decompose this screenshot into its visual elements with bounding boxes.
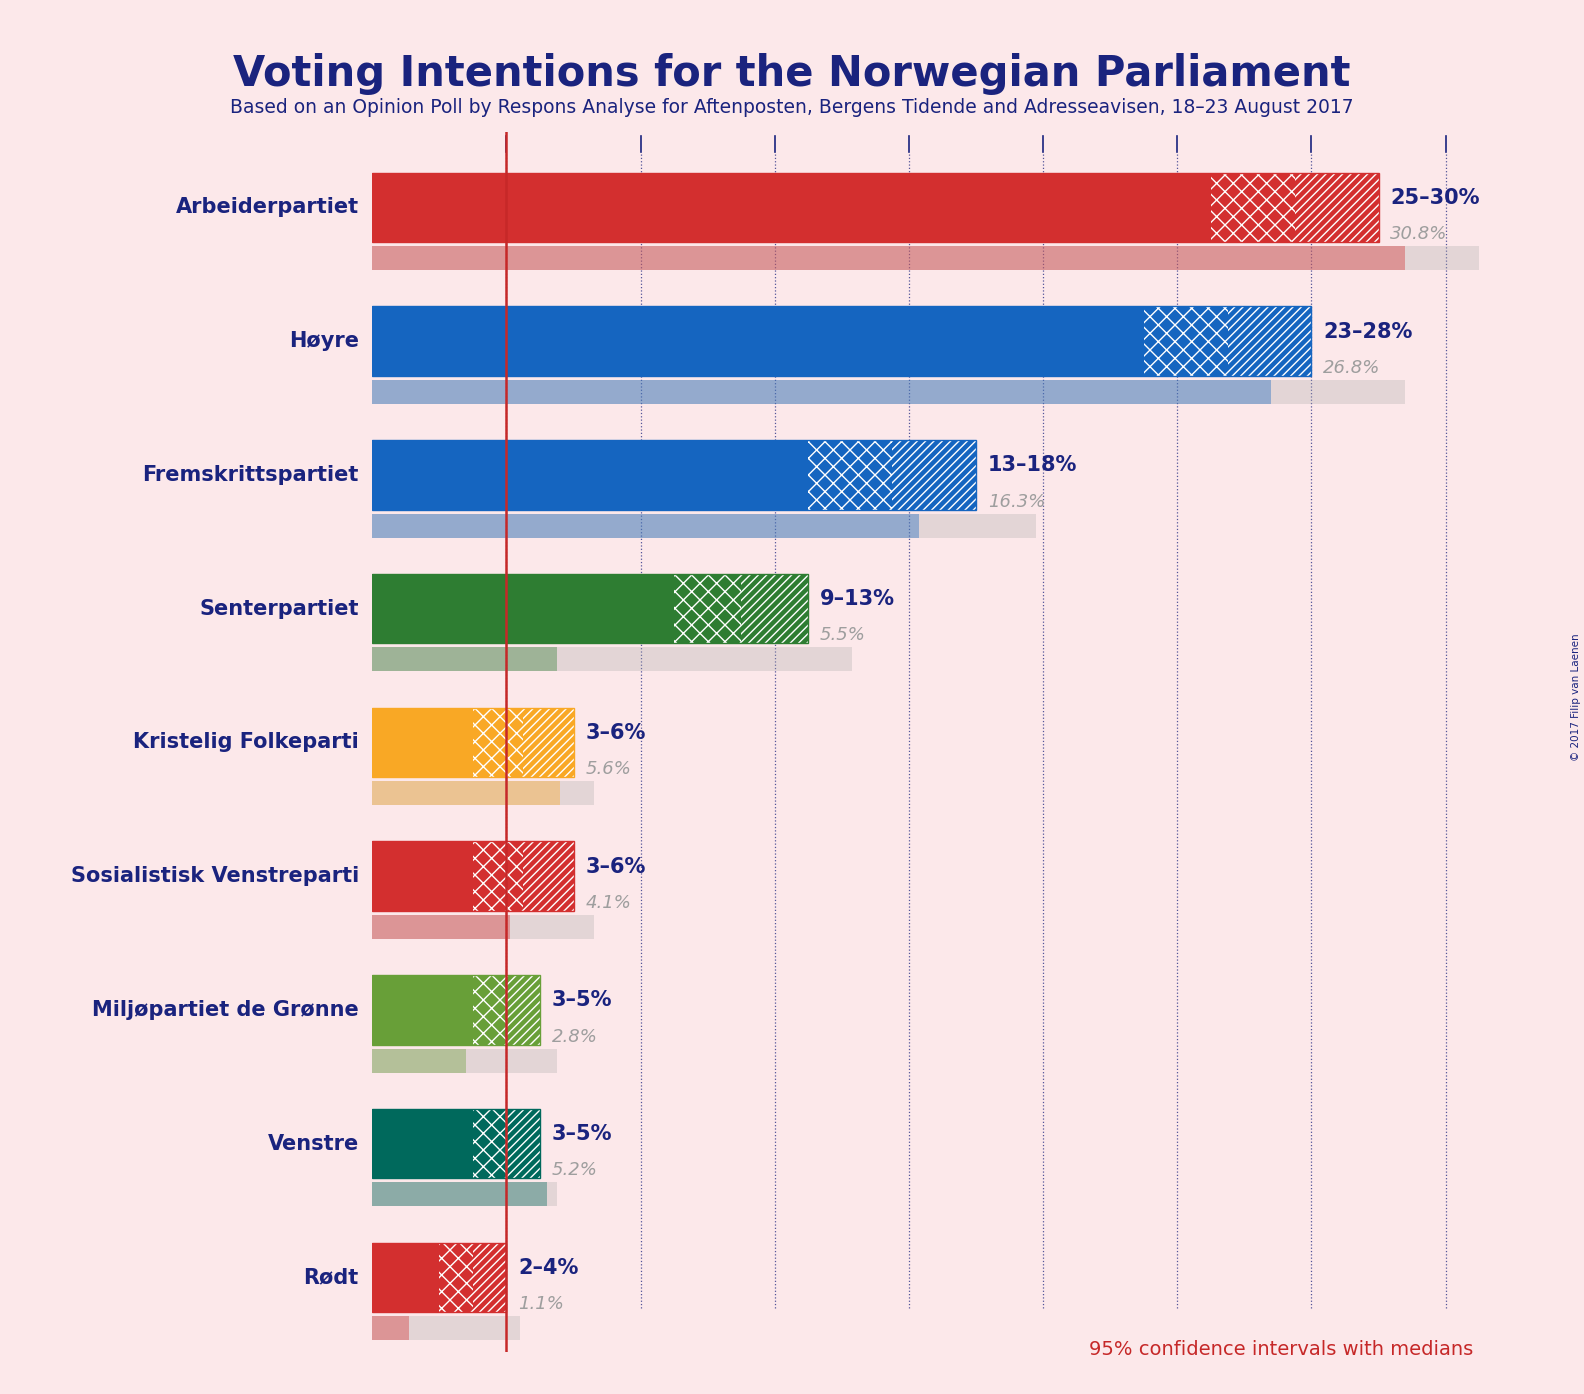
Text: 26.8%: 26.8% — [1323, 358, 1381, 376]
Text: 30.8%: 30.8% — [1391, 224, 1448, 243]
Text: 3–6%: 3–6% — [584, 723, 646, 743]
Bar — [372, 574, 675, 644]
Text: 5.5%: 5.5% — [821, 626, 866, 644]
Bar — [372, 441, 808, 510]
Bar — [474, 841, 523, 910]
Bar — [675, 574, 741, 644]
Bar — [507, 974, 540, 1044]
Bar — [474, 708, 523, 776]
Bar — [372, 513, 919, 538]
Text: 5.6%: 5.6% — [584, 760, 630, 778]
Bar — [372, 379, 1405, 404]
Bar — [1294, 173, 1378, 243]
Text: Miljøpartiet de Grønne: Miljøpartiet de Grønne — [92, 999, 360, 1020]
Bar — [523, 841, 573, 910]
Bar — [372, 1182, 546, 1206]
Bar — [474, 1108, 507, 1178]
Text: Based on an Opinion Poll by Respons Analyse for Aftenposten, Bergens Tidende and: Based on an Opinion Poll by Respons Anal… — [230, 98, 1354, 117]
Text: 3–6%: 3–6% — [584, 857, 646, 877]
Bar — [372, 781, 594, 806]
Text: 23–28%: 23–28% — [1323, 322, 1413, 342]
Text: Fremskrittspartiet: Fremskrittspartiet — [143, 464, 360, 485]
Bar — [474, 1242, 507, 1312]
Bar — [372, 1048, 466, 1072]
Text: 25–30%: 25–30% — [1391, 188, 1479, 208]
Bar — [372, 247, 1405, 270]
Text: Kristelig Folkeparti: Kristelig Folkeparti — [133, 732, 360, 753]
Text: 3–5%: 3–5% — [551, 990, 611, 1011]
Bar — [892, 441, 976, 510]
Text: © 2017 Filip van Laenen: © 2017 Filip van Laenen — [1571, 633, 1581, 761]
Text: 1.1%: 1.1% — [518, 1295, 564, 1313]
Text: Sosialistisk Venstreparti: Sosialistisk Venstreparti — [71, 866, 360, 887]
Bar — [372, 307, 1144, 376]
Bar — [1144, 307, 1228, 376]
Bar — [741, 574, 808, 644]
Text: 16.3%: 16.3% — [988, 492, 1045, 510]
Bar — [372, 1242, 439, 1312]
Bar — [372, 1048, 556, 1072]
Text: 5.2%: 5.2% — [551, 1161, 597, 1179]
Bar — [808, 441, 892, 510]
Bar — [372, 1182, 556, 1206]
Bar — [507, 1108, 540, 1178]
Text: 9–13%: 9–13% — [821, 590, 895, 609]
Text: 4.1%: 4.1% — [584, 894, 630, 912]
Bar — [372, 914, 594, 940]
Bar — [372, 379, 1272, 404]
Text: Rødt: Rødt — [304, 1267, 360, 1287]
Bar — [523, 708, 573, 776]
Bar — [474, 974, 507, 1044]
Text: Voting Intentions for the Norwegian Parliament: Voting Intentions for the Norwegian Parl… — [233, 53, 1351, 95]
Bar — [372, 647, 852, 672]
Bar — [372, 513, 1036, 538]
Bar — [372, 647, 556, 672]
Bar — [372, 1316, 520, 1340]
Bar — [372, 1108, 474, 1178]
Bar — [372, 1316, 409, 1340]
Text: Venstre: Venstre — [268, 1133, 360, 1154]
Text: Senterpartiet: Senterpartiet — [200, 598, 360, 619]
Bar — [439, 1242, 474, 1312]
Text: 2.8%: 2.8% — [551, 1027, 597, 1046]
Text: Høyre: Høyre — [288, 330, 360, 351]
Bar — [372, 841, 474, 910]
Bar — [372, 781, 561, 806]
Bar — [1228, 307, 1312, 376]
Text: 2–4%: 2–4% — [518, 1257, 578, 1278]
Text: 13–18%: 13–18% — [988, 456, 1077, 475]
Bar — [1210, 173, 1294, 243]
Bar — [372, 974, 474, 1044]
Text: 3–5%: 3–5% — [551, 1124, 611, 1144]
Text: Arbeiderpartiet: Arbeiderpartiet — [176, 198, 360, 217]
Bar — [372, 247, 1479, 270]
Bar — [372, 914, 510, 940]
Text: 95% confidence intervals with medians: 95% confidence intervals with medians — [1088, 1340, 1473, 1359]
Bar — [372, 173, 1210, 243]
Bar — [372, 708, 474, 776]
